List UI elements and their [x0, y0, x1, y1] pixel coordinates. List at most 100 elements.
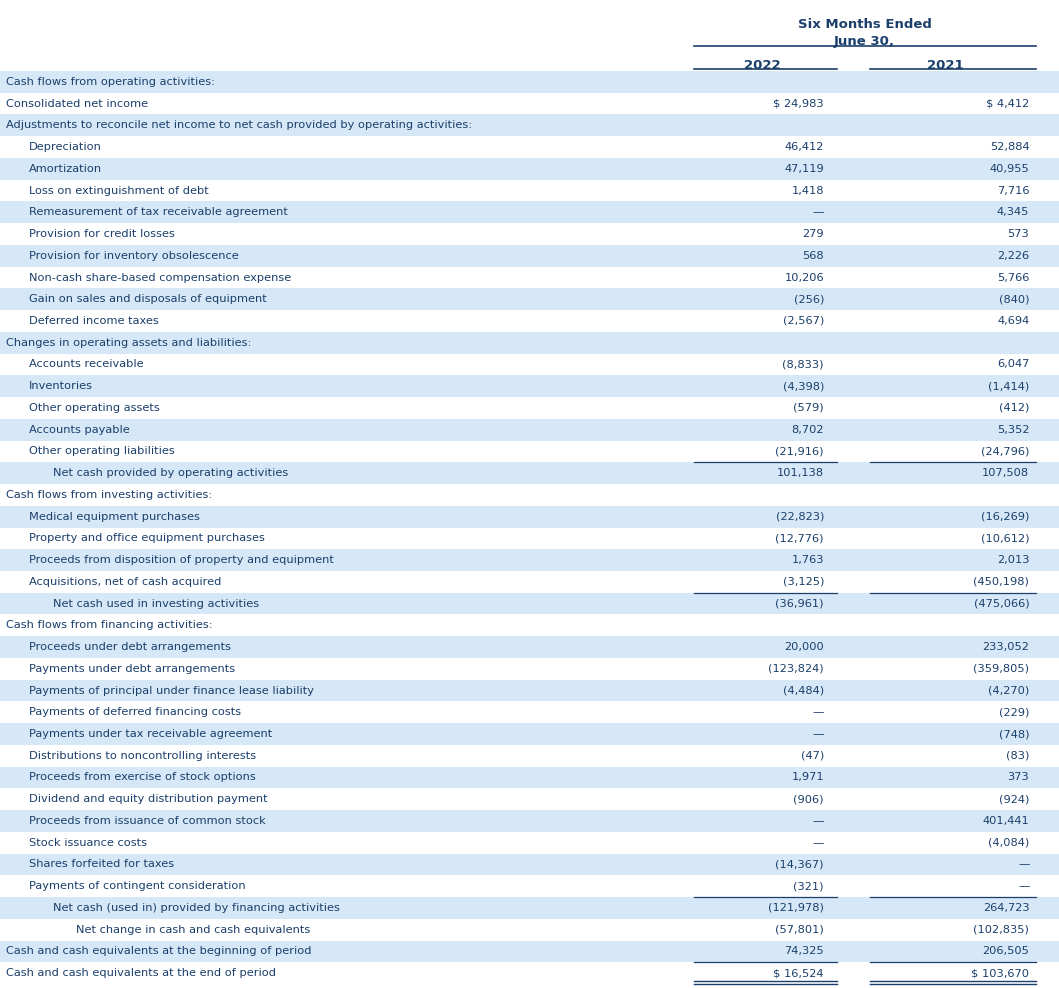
Text: Payments of principal under finance lease liability: Payments of principal under finance leas… — [30, 686, 315, 696]
Bar — [0, 375, 1059, 397]
Text: Deferred income taxes: Deferred income taxes — [30, 316, 159, 326]
Bar — [0, 158, 1059, 180]
Text: (229): (229) — [999, 707, 1029, 717]
Text: (840): (840) — [999, 294, 1029, 304]
Text: Inventories: Inventories — [30, 381, 93, 391]
Text: (57,801): (57,801) — [775, 925, 824, 935]
Text: 8,702: 8,702 — [791, 425, 824, 435]
Text: Proceeds from exercise of stock options: Proceeds from exercise of stock options — [30, 773, 256, 782]
Text: Changes in operating assets and liabilities:: Changes in operating assets and liabilit… — [6, 338, 251, 348]
Text: $ 4,412: $ 4,412 — [986, 99, 1029, 109]
Text: —: — — [812, 729, 824, 739]
Text: Net cash (used in) provided by financing activities: Net cash (used in) provided by financing… — [53, 903, 340, 913]
Text: (4,484): (4,484) — [783, 686, 824, 696]
Text: (4,084): (4,084) — [988, 838, 1029, 848]
Text: (412): (412) — [999, 403, 1029, 413]
Text: (123,824): (123,824) — [768, 664, 824, 674]
Text: 10,206: 10,206 — [785, 273, 824, 283]
Text: Non-cash share-based compensation expense: Non-cash share-based compensation expens… — [30, 273, 291, 283]
Bar — [0, 854, 1059, 875]
Bar — [0, 71, 1059, 93]
Text: Payments of deferred financing costs: Payments of deferred financing costs — [30, 707, 241, 717]
Text: —: — — [812, 207, 824, 217]
Text: Net change in cash and cash equivalents: Net change in cash and cash equivalents — [76, 925, 310, 935]
Text: Other operating liabilities: Other operating liabilities — [30, 447, 175, 456]
Text: 47,119: 47,119 — [784, 164, 824, 174]
Text: (321): (321) — [793, 881, 824, 891]
Text: Distributions to noncontrolling interests: Distributions to noncontrolling interest… — [30, 751, 256, 761]
Text: (3,125): (3,125) — [783, 577, 824, 587]
Text: (21,916): (21,916) — [775, 447, 824, 456]
Text: —: — — [812, 707, 824, 717]
Text: (8,833): (8,833) — [783, 360, 824, 370]
Text: (10,612): (10,612) — [981, 534, 1029, 543]
Text: (359,805): (359,805) — [973, 664, 1029, 674]
Text: 264,723: 264,723 — [983, 903, 1029, 913]
Text: Stock issuance costs: Stock issuance costs — [30, 838, 147, 848]
Text: 4,345: 4,345 — [997, 207, 1029, 217]
Text: Property and office equipment purchases: Property and office equipment purchases — [30, 534, 265, 543]
Text: 279: 279 — [803, 229, 824, 239]
Text: Gain on sales and disposals of equipment: Gain on sales and disposals of equipment — [30, 294, 267, 304]
Text: Provision for inventory obsolescence: Provision for inventory obsolescence — [30, 251, 239, 261]
Text: Amortization: Amortization — [30, 164, 103, 174]
Bar — [0, 810, 1059, 832]
Bar — [0, 636, 1059, 658]
Text: (450,198): (450,198) — [973, 577, 1029, 587]
Text: 573: 573 — [1007, 229, 1029, 239]
Text: (12,776): (12,776) — [775, 534, 824, 543]
Text: Proceeds under debt arrangements: Proceeds under debt arrangements — [30, 642, 231, 652]
Text: Provision for credit losses: Provision for credit losses — [30, 229, 175, 239]
Bar — [0, 288, 1059, 310]
Text: (579): (579) — [793, 403, 824, 413]
Text: (256): (256) — [793, 294, 824, 304]
Text: Cash flows from investing activities:: Cash flows from investing activities: — [6, 490, 212, 500]
Bar — [0, 680, 1059, 701]
Text: 1,763: 1,763 — [791, 555, 824, 565]
Text: (24,796): (24,796) — [981, 447, 1029, 456]
Text: Payments under debt arrangements: Payments under debt arrangements — [30, 664, 235, 674]
Text: Acquisitions, net of cash acquired: Acquisitions, net of cash acquired — [30, 577, 221, 587]
Text: Other operating assets: Other operating assets — [30, 403, 160, 413]
Bar — [0, 897, 1059, 919]
Bar — [0, 419, 1059, 441]
Text: (1,414): (1,414) — [988, 381, 1029, 391]
Text: $ 103,670: $ 103,670 — [971, 968, 1029, 978]
Text: Payments under tax receivable agreement: Payments under tax receivable agreement — [30, 729, 272, 739]
Text: Accounts receivable: Accounts receivable — [30, 360, 144, 370]
Text: 2,226: 2,226 — [998, 251, 1029, 261]
Text: Adjustments to reconcile net income to net cash provided by operating activities: Adjustments to reconcile net income to n… — [6, 121, 472, 130]
Bar — [0, 549, 1059, 571]
Text: (83): (83) — [1006, 751, 1029, 761]
Text: (475,066): (475,066) — [973, 599, 1029, 609]
Text: (47): (47) — [801, 751, 824, 761]
Text: 5,766: 5,766 — [997, 273, 1029, 283]
Text: Cash and cash equivalents at the end of period: Cash and cash equivalents at the end of … — [6, 968, 276, 978]
Text: Medical equipment purchases: Medical equipment purchases — [30, 512, 200, 522]
Text: Proceeds from disposition of property and equipment: Proceeds from disposition of property an… — [30, 555, 335, 565]
Text: 46,412: 46,412 — [785, 142, 824, 152]
Text: (4,398): (4,398) — [783, 381, 824, 391]
Text: Loss on extinguishment of debt: Loss on extinguishment of debt — [30, 186, 209, 196]
Text: (4,270): (4,270) — [988, 686, 1029, 696]
Bar — [0, 767, 1059, 788]
Text: Consolidated net income: Consolidated net income — [6, 99, 148, 109]
Text: 401,441: 401,441 — [983, 816, 1029, 826]
Text: (22,823): (22,823) — [775, 512, 824, 522]
Bar — [0, 941, 1059, 962]
Text: Cash and cash equivalents at the beginning of period: Cash and cash equivalents at the beginni… — [6, 947, 311, 956]
Text: 4,694: 4,694 — [998, 316, 1029, 326]
Text: 5,352: 5,352 — [997, 425, 1029, 435]
Text: Six Months Ended: Six Months Ended — [797, 18, 932, 31]
Bar — [0, 202, 1059, 223]
Text: 101,138: 101,138 — [777, 468, 824, 478]
Text: (748): (748) — [999, 729, 1029, 739]
Text: (16,269): (16,269) — [981, 512, 1029, 522]
Text: 1,418: 1,418 — [791, 186, 824, 196]
Text: —: — — [1018, 860, 1029, 869]
Text: (121,978): (121,978) — [768, 903, 824, 913]
Text: Accounts payable: Accounts payable — [30, 425, 130, 435]
Text: Cash flows from operating activities:: Cash flows from operating activities: — [6, 77, 215, 87]
Text: Proceeds from issuance of common stock: Proceeds from issuance of common stock — [30, 816, 266, 826]
Text: 20,000: 20,000 — [784, 642, 824, 652]
